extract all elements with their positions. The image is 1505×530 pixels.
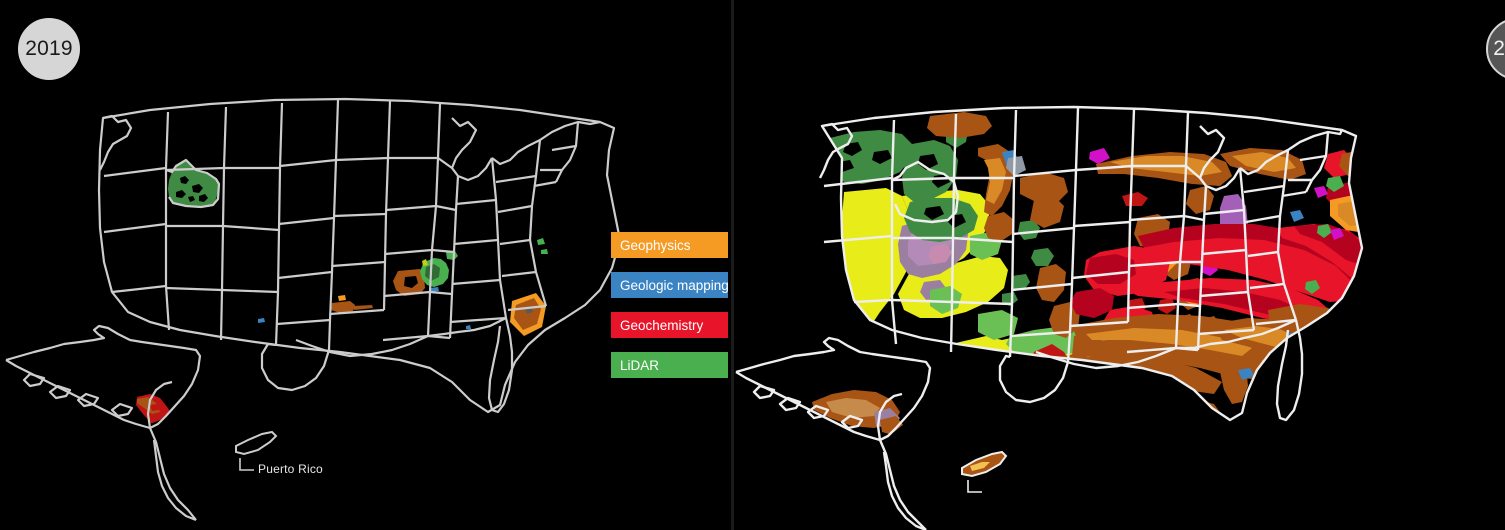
layer-lidar-speck-ne <box>541 249 548 254</box>
puerto-rico-inset-2024 <box>961 450 1008 493</box>
layer-geophysics-missouri <box>331 269 425 313</box>
panel-2019: Puerto Rico 2019 Geophysics Geologic mapp… <box>0 0 731 530</box>
layer-geochem-alaska-b <box>150 404 159 411</box>
layer-geologic-speck-nm <box>258 318 265 323</box>
alaska-outline-2019 <box>5 324 202 522</box>
legend-item-geochemistry[interactable]: Geochemistry <box>611 312 728 338</box>
data-layers-2019 <box>168 160 548 336</box>
panel-2024: Puerto Rico 201920202021202220232024 Geo… <box>734 0 1505 530</box>
panel-divider <box>731 0 734 530</box>
legend-item-geologic-mapping[interactable]: Geologic mapping <box>611 272 728 298</box>
timeline-2019: 2019 <box>18 18 80 80</box>
legend-item-lidar[interactable]: LiDAR <box>611 352 728 378</box>
layer-geophysics-alaska-light <box>826 398 880 418</box>
state-borders-2019 <box>97 97 622 414</box>
timeline-2024: 201920202021202220232024 <box>1486 18 1505 80</box>
timeline-node-2019[interactable]: 2019 <box>1486 18 1505 80</box>
layer-geophysics-carolina <box>510 293 546 336</box>
legend-2019: Geophysics Geologic mapping Geochemistry Li… <box>611 232 728 392</box>
puerto-rico-inset-2019 <box>235 430 278 471</box>
us-map-2024 <box>734 0 1505 530</box>
us-map-2019 <box>0 0 731 530</box>
layer-lidar-speck-ne2 <box>537 238 545 245</box>
legend-item-geophysics[interactable]: Geophysics <box>611 232 728 258</box>
layer-geologic-speck-ga <box>466 325 471 329</box>
layer-lidar-idaho <box>168 160 219 207</box>
puerto-rico-label-2019: Puerto Rico <box>258 462 323 476</box>
state-borders-2024 <box>818 105 1364 422</box>
alaska-outline-2024 <box>735 336 932 530</box>
timeline-node-2019[interactable]: 2019 <box>18 18 80 80</box>
